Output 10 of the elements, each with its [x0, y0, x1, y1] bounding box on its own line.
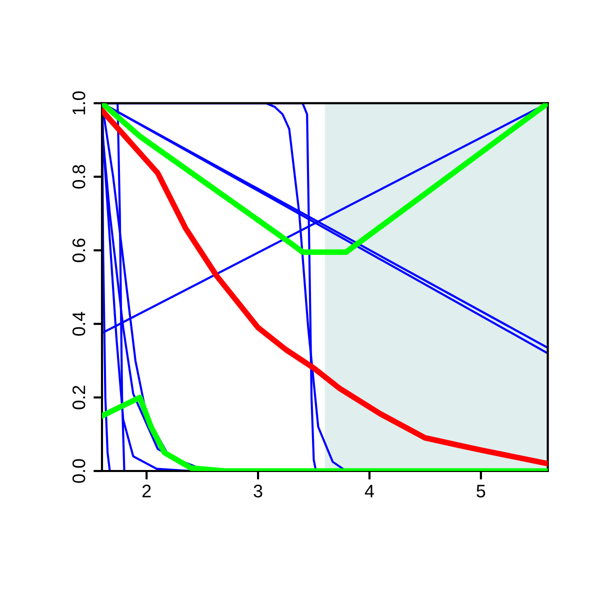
- y-tick-label: 0.2: [72, 386, 86, 410]
- x-tick-label: 3: [254, 484, 262, 498]
- y-tick-label: 0.8: [72, 164, 86, 189]
- y-tick-label: 0.6: [72, 238, 86, 262]
- y-tick-label: 0.4: [72, 312, 86, 336]
- x-tick-label: 5: [476, 484, 486, 498]
- x-tick-label: 4: [364, 484, 374, 498]
- y-tick-label: 0.0: [72, 459, 86, 483]
- y-tick-label: 1.0: [72, 91, 86, 114]
- x-tick-label: 2: [142, 484, 151, 498]
